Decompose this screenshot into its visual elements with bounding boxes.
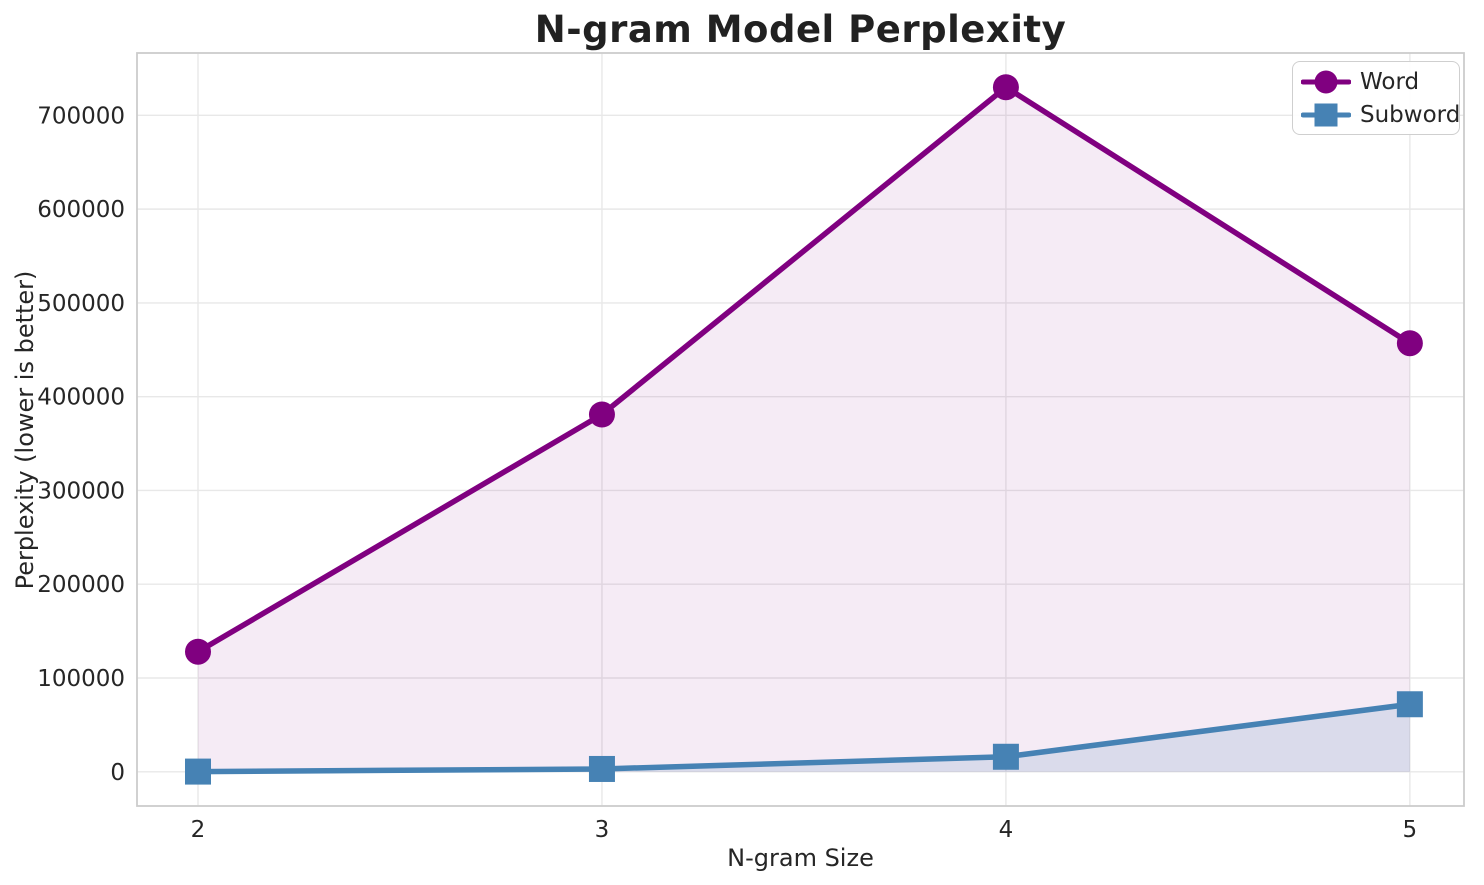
marker-subword-5 bbox=[1396, 691, 1423, 718]
x-tick-5: 5 bbox=[1403, 817, 1418, 843]
chart-title: N-gram Model Perplexity bbox=[534, 8, 1067, 51]
y-tick-700000: 700000 bbox=[37, 103, 125, 129]
y-tick-100000: 100000 bbox=[37, 666, 125, 692]
legend-circle-sample bbox=[1314, 70, 1338, 93]
gridlines bbox=[137, 53, 1464, 806]
legend-label-word: Word bbox=[1360, 68, 1420, 95]
x-tick-4: 4 bbox=[999, 817, 1014, 843]
x-axis-label: N-gram Size bbox=[727, 844, 874, 872]
legend-marker-word-circle-icon bbox=[1301, 70, 1351, 93]
marker-subword-2 bbox=[184, 758, 211, 785]
y-tick-0: 0 bbox=[110, 760, 125, 786]
y-axis-label: Perplexity (lower is better) bbox=[11, 270, 39, 590]
x-tick-labels: 2 3 4 5 bbox=[191, 817, 1418, 843]
marker-subword-4 bbox=[992, 743, 1019, 770]
x-tick-2: 2 bbox=[191, 817, 206, 843]
marker-word-3 bbox=[588, 401, 615, 428]
line-word bbox=[195, 84, 1413, 655]
line-subword bbox=[195, 701, 1413, 775]
area-fills bbox=[197, 87, 1410, 772]
y-tick-400000: 400000 bbox=[37, 385, 125, 411]
legend-marker-subword-square-icon bbox=[1301, 103, 1351, 126]
y-tick-500000: 500000 bbox=[37, 291, 125, 317]
y-tick-200000: 200000 bbox=[37, 572, 125, 598]
marker-word-4 bbox=[992, 74, 1019, 101]
x-tick-3: 3 bbox=[595, 817, 610, 843]
marker-subword-3 bbox=[588, 755, 615, 782]
marker-word-2 bbox=[184, 638, 211, 665]
legend-label-subword: Subword bbox=[1360, 101, 1461, 128]
legend-item-subword: Subword bbox=[1301, 99, 1460, 131]
y-tick-labels: 0 100000 200000 300000 400000 500000 600000 700… bbox=[37, 103, 125, 785]
area-fill-subword bbox=[197, 704, 1410, 772]
y-tick-300000: 300000 bbox=[37, 478, 125, 504]
series-markers bbox=[184, 74, 1423, 785]
plot-frame bbox=[136, 52, 1465, 807]
legend-item-word: Word bbox=[1301, 66, 1451, 98]
legend-square-sample bbox=[1314, 103, 1338, 126]
y-tick-600000: 600000 bbox=[37, 197, 125, 223]
marker-word-5 bbox=[1396, 330, 1423, 357]
area-fill-word bbox=[197, 87, 1410, 772]
legend: Word Subword bbox=[1292, 61, 1460, 135]
series-lines bbox=[195, 84, 1413, 775]
